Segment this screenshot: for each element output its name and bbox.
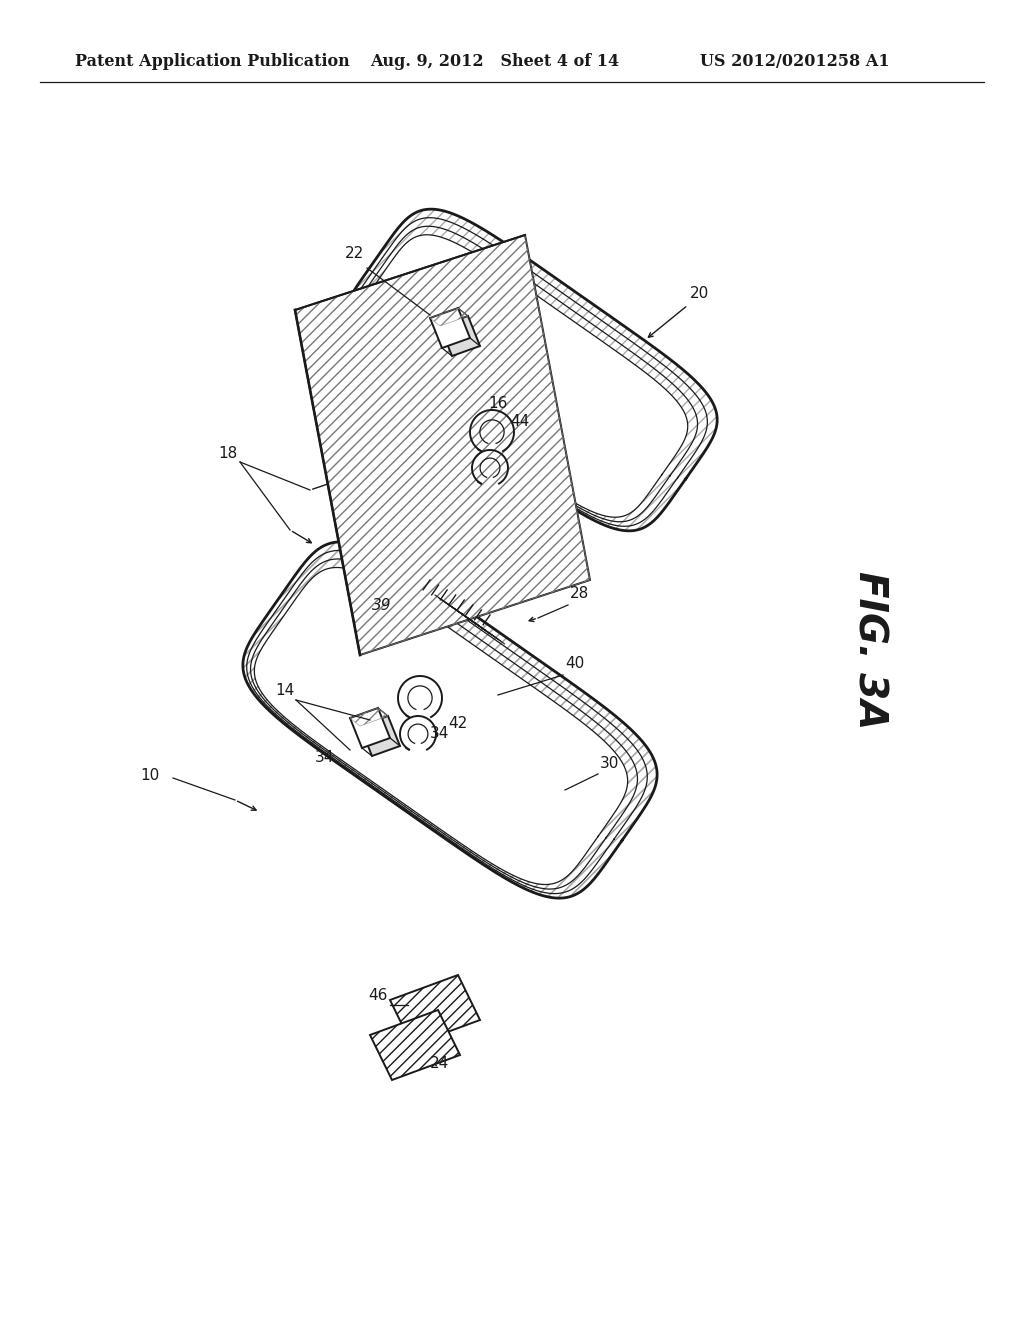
Text: US 2012/0201258 A1: US 2012/0201258 A1 xyxy=(700,54,890,70)
Polygon shape xyxy=(254,568,628,884)
Text: 22: 22 xyxy=(345,246,365,261)
Text: 20: 20 xyxy=(690,286,710,301)
Polygon shape xyxy=(295,235,590,655)
Polygon shape xyxy=(360,715,400,756)
Text: 39: 39 xyxy=(372,598,391,612)
Polygon shape xyxy=(354,235,688,517)
Text: Aug. 9, 2012   Sheet 4 of 14: Aug. 9, 2012 Sheet 4 of 14 xyxy=(370,54,620,70)
Text: Patent Application Publication: Patent Application Publication xyxy=(75,54,350,70)
Text: 44: 44 xyxy=(510,414,529,429)
Text: 18: 18 xyxy=(218,446,238,461)
Text: 42: 42 xyxy=(449,715,467,731)
Polygon shape xyxy=(440,315,480,356)
Text: 14: 14 xyxy=(275,682,294,698)
Polygon shape xyxy=(390,975,480,1045)
Polygon shape xyxy=(430,308,470,348)
Text: 40: 40 xyxy=(565,656,585,671)
Text: 30: 30 xyxy=(600,756,620,771)
Text: FIG. 3A: FIG. 3A xyxy=(851,570,889,729)
Text: 46: 46 xyxy=(368,987,387,1003)
Text: 16: 16 xyxy=(488,396,507,411)
Polygon shape xyxy=(350,708,390,748)
Text: 24: 24 xyxy=(430,1056,450,1071)
Polygon shape xyxy=(243,541,657,898)
Text: 34: 34 xyxy=(430,726,450,741)
Polygon shape xyxy=(370,1010,460,1080)
Text: 28: 28 xyxy=(570,586,589,601)
Text: 34: 34 xyxy=(315,750,335,766)
Text: 10: 10 xyxy=(140,768,160,783)
Polygon shape xyxy=(343,209,717,531)
